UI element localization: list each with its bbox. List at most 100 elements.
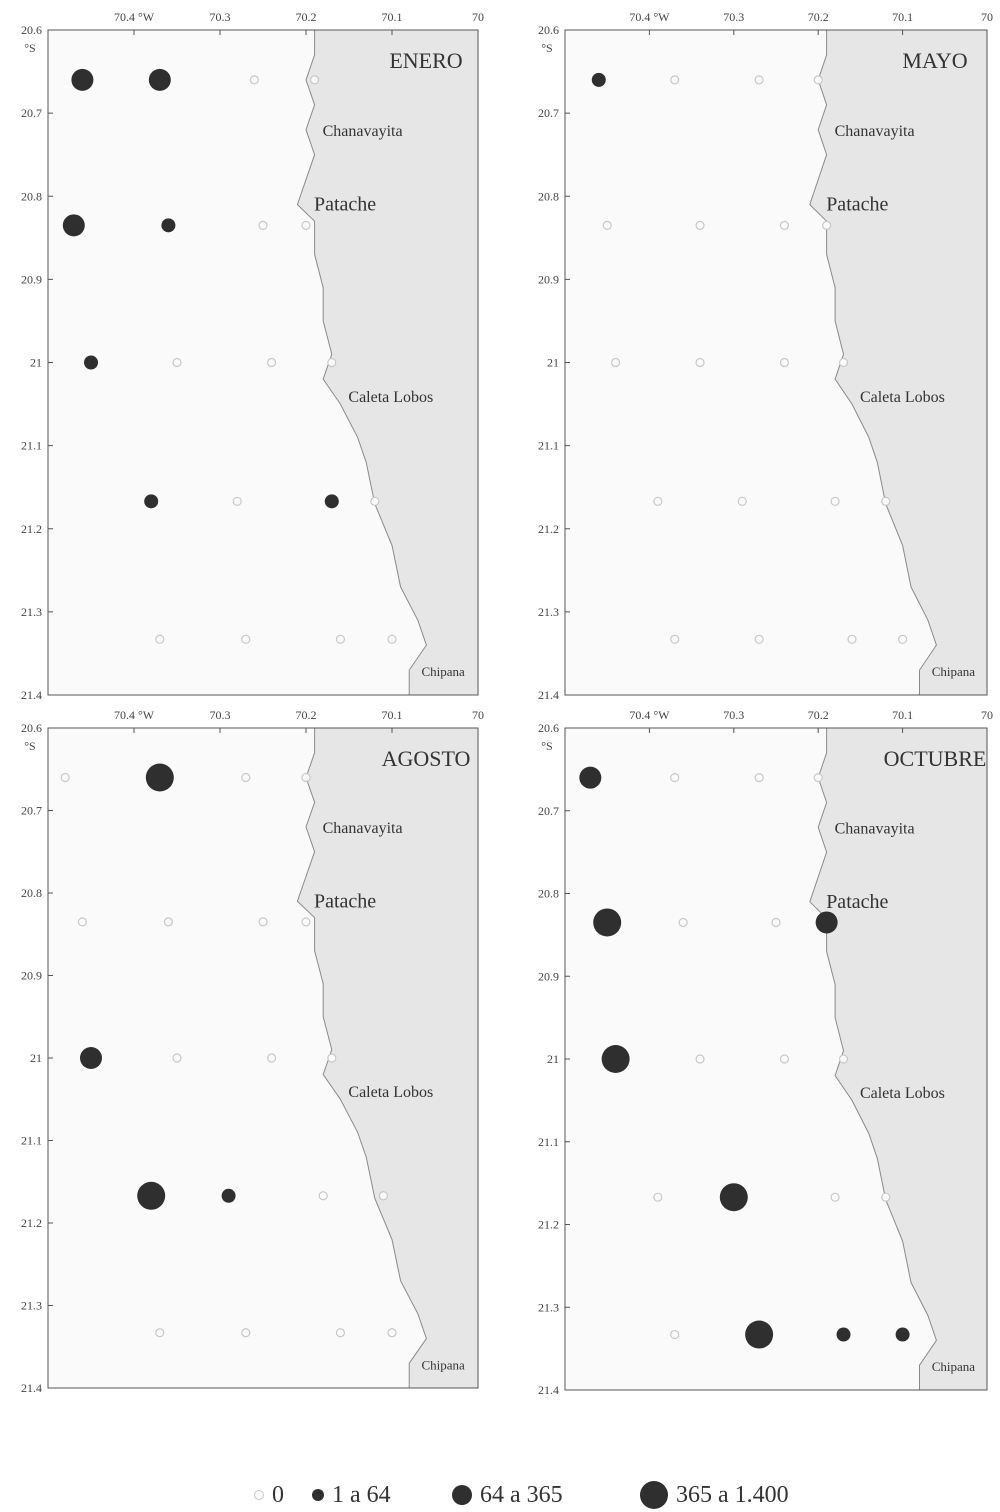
station-marker-zero [232,496,242,506]
lon-tick-label: 70.2 [808,708,829,722]
station-marker-zero [267,1053,277,1063]
station-marker [815,911,838,934]
station-marker-zero [881,1192,891,1202]
lat-tick-label: 21.1 [538,1135,559,1149]
legend-large-circle-icon [640,1481,668,1509]
lon-tick-label: 70 [981,708,993,722]
lat-tick-label: 21.4 [538,1383,559,1397]
lat-tick-label: 21.4 [538,688,559,702]
station-marker [80,1047,102,1069]
legend-zero-marker-icon [254,1490,264,1500]
lat-tick-label: 21.1 [538,439,559,453]
legend-label-1-64: 1 a 64 [332,1481,391,1508]
place-label: Patache [826,194,888,216]
station-marker-zero [838,357,849,368]
lon-tick-label: 70 [472,10,484,24]
legend-item-1-64: 1 a 64 [312,1480,391,1510]
lat-tick-label: 21 [30,1051,42,1065]
station-marker-zero [881,496,891,506]
lat-tick-label: 20.6 [21,23,42,37]
lon-tick-label: 70.3 [210,708,231,722]
legend: 0 1 a 64 64 a 365 365 a 1.400 [0,1472,1000,1512]
station-marker-zero [387,634,397,644]
station-marker-zero [335,1328,345,1338]
lon-tick-label: 70.1 [382,10,403,24]
station-marker-zero [653,1192,663,1202]
lat-tick-label: 20.6 [538,721,559,735]
station-marker-zero [771,917,781,928]
lat-tick-label: 21.3 [21,1299,42,1313]
lat-tick-label: 21.2 [21,522,42,536]
lat-tick-label: 21.3 [538,605,559,619]
lon-tick-label: 70 [472,708,484,722]
station-marker-zero [779,357,790,368]
place-label: Caleta Lobos [348,1084,433,1101]
lat-tick-label: 21.2 [538,1218,559,1232]
station-marker [719,1183,748,1212]
place-label: Patache [826,891,888,913]
map-panel-octubre: 70.4 °W 70.3 70.2 70.1 70 20.6 20.7 20.8 20.9 21 2… [538,708,993,1397]
lat-unit-label: °S [24,41,35,55]
station-marker [593,908,622,937]
station-marker-zero [830,1192,840,1202]
legend-item-64-365: 64 a 365 [452,1480,563,1510]
place-label: Chanavayita [323,820,403,837]
place-label: Chanavayita [835,820,915,837]
station-marker [144,494,159,509]
lat-tick-label: 20.8 [21,189,42,203]
lon-tick-label: 70.3 [723,10,744,24]
station-marker-zero [847,634,857,644]
station-marker-zero [779,1054,790,1064]
place-label: Chanavayita [835,123,915,140]
legend-item-zero: 0 [254,1480,284,1510]
station-marker-zero [77,917,88,927]
lat-tick-label: 20.7 [21,804,42,818]
station-marker-zero [695,220,705,230]
lon-tick-label: 70.1 [892,708,913,722]
station-marker-zero [611,357,621,368]
station-marker-zero [897,634,908,644]
legend-label-365-1400: 365 a 1.400 [676,1481,789,1508]
lat-tick-label: 21.4 [21,1381,42,1395]
lat-tick-label: 21 [547,356,559,370]
lat-tick-label: 21 [547,1052,559,1066]
lon-tick-label: 70.2 [808,10,829,24]
place-label: Chipana [422,1357,466,1372]
station-marker-zero [310,75,320,85]
lat-tick-label: 21.3 [21,605,42,619]
station-marker-zero [387,1328,397,1338]
panel-title: MAYO [902,48,967,73]
lat-tick-label: 21.2 [538,522,559,536]
lat-tick-label: 21.3 [538,1300,559,1314]
station-marker-zero [301,220,311,230]
panel-title: AGOSTO [382,746,471,771]
lon-tick-label: 70.4 °W [114,10,155,24]
place-label: Chanavayita [323,123,403,140]
lon-tick-label: 70.2 [296,10,317,24]
station-marker [745,1320,774,1349]
station-marker-zero [370,496,380,506]
station-marker-zero [258,220,268,230]
station-marker-zero [813,773,823,783]
place-label: Caleta Lobos [860,389,945,406]
station-marker [579,766,602,789]
station-marker [895,1327,910,1342]
place-label: Caleta Lobos [348,389,433,406]
lat-tick-label: 20.8 [21,886,42,900]
station-marker-zero [813,75,823,85]
lat-tick-label: 20.7 [538,804,559,818]
station-marker [84,355,98,370]
place-label: Chipana [932,1359,976,1374]
station-marker-zero [249,75,259,85]
lon-tick-label: 70.3 [210,10,231,24]
land-area [296,30,478,695]
station-marker-zero [258,917,268,927]
legend-label-64-365: 64 a 365 [480,1481,563,1508]
lat-tick-label: 20.9 [21,272,42,286]
legend-item-365-1400: 365 a 1.400 [640,1480,789,1510]
lon-tick-label: 70.2 [296,708,317,722]
lat-unit-label: °S [541,41,552,55]
lat-tick-label: 20.8 [538,189,559,203]
station-marker-zero [378,1191,388,1201]
station-marker-zero [670,773,680,783]
